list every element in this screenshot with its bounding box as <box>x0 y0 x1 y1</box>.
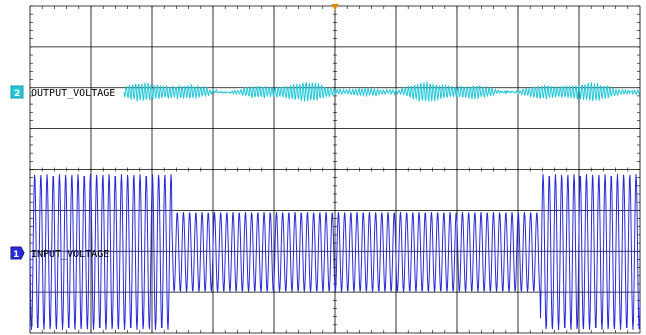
channel-2-waveform <box>123 81 640 102</box>
channel-2-marker[interactable]: 2 <box>10 85 24 99</box>
channel-1-number: 1 <box>13 250 19 260</box>
channel-1-waveform <box>29 174 641 330</box>
channel-2-number: 2 <box>14 89 20 99</box>
channel-1-label: INPUT_VOLTAGE <box>31 249 109 260</box>
trigger-position-icon[interactable] <box>331 4 339 10</box>
channel-1-marker[interactable]: 1 <box>10 246 25 260</box>
channel-2-label: OUTPUT_VOLTAGE <box>31 88 115 99</box>
